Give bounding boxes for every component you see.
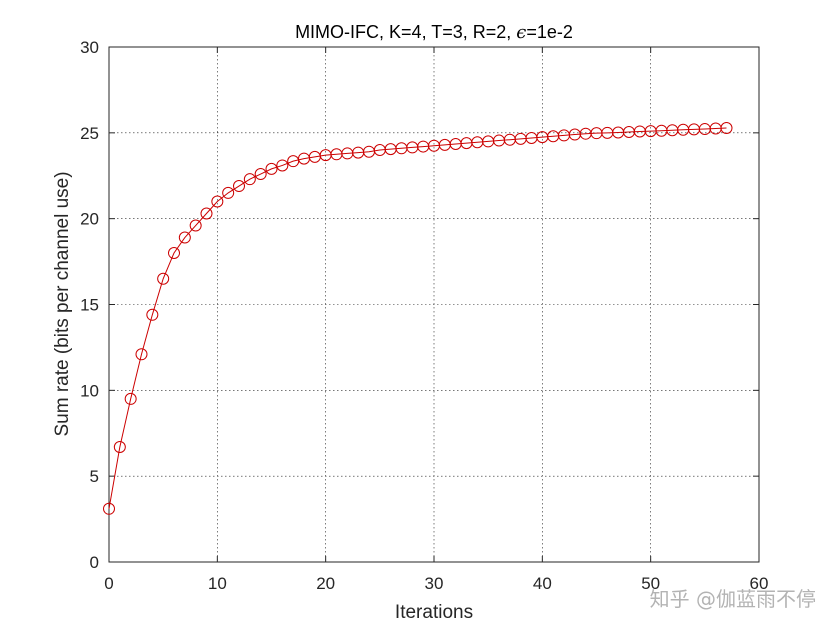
data-point-marker: [103, 502, 115, 515]
x-tick-label: 30: [425, 574, 444, 593]
x-axis-label: Iterations: [395, 602, 473, 623]
data-point-marker: [113, 440, 126, 453]
data-point-marker: [178, 231, 191, 244]
y-tick-label: 25: [80, 124, 99, 143]
data-point-marker: [135, 348, 148, 361]
x-tick-label: 0: [104, 574, 113, 593]
x-tick-label: 40: [533, 574, 552, 593]
y-tick-label: 0: [90, 553, 99, 572]
x-ticks: 0 10 20 30 40 50 60: [104, 47, 768, 593]
title-prefix: MIMO-IFC, K=4, T=3, R=2,: [295, 22, 516, 42]
data-point-marker: [276, 159, 289, 172]
data-point-marker: [720, 122, 733, 135]
data-point-marker: [189, 219, 202, 232]
x-tick-label: 10: [208, 574, 227, 593]
data-point-marker: [211, 195, 224, 208]
data-point-marker: [265, 162, 278, 175]
y-tick-label: 10: [80, 381, 99, 400]
y-tick-label: 30: [80, 38, 99, 57]
y-tick-label: 15: [80, 296, 99, 315]
data-point-marker: [233, 180, 245, 193]
series-sum-rate: [103, 122, 733, 515]
title-suffix: =1e-2: [526, 22, 573, 42]
x-tick-label: 50: [641, 574, 660, 593]
grid-y: [109, 132, 759, 477]
data-point-marker: [168, 247, 180, 259]
x-tick-label: 20: [316, 574, 335, 593]
data-point-marker: [254, 168, 267, 181]
data-point-marker: [146, 308, 159, 321]
data-point-marker: [200, 207, 213, 220]
data-point-marker: [157, 272, 170, 285]
watermark-text: 知乎 @伽蓝雨不停: [650, 587, 816, 611]
y-ticks: 0 5 10 15 20 25 30: [80, 38, 759, 572]
y-axis-label: Sum rate (bits per channel use): [52, 171, 73, 436]
data-point-marker: [222, 186, 235, 199]
chart-title: MIMO-IFC, K=4, T=3, R=2, ϵ=1e-2: [295, 22, 573, 43]
data-point-marker: [243, 173, 256, 186]
data-point-marker: [124, 392, 137, 405]
y-tick-label: 20: [80, 210, 99, 229]
x-tick-label: 60: [750, 574, 769, 593]
y-tick-label: 5: [90, 467, 99, 486]
title-epsilon: ϵ: [516, 22, 526, 43]
